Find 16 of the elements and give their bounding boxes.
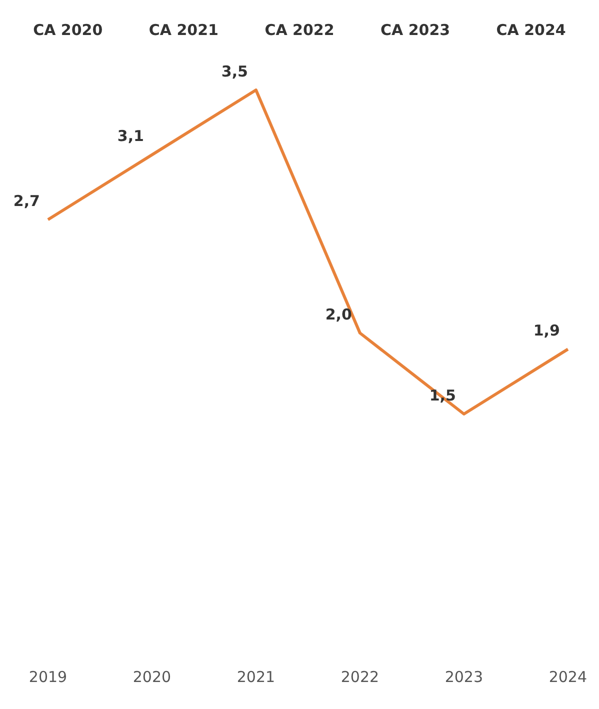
x-tick-label: 2024 — [548, 668, 588, 686]
text: CA 2020 — [33, 21, 103, 39]
x-tick-label: 2020 — [132, 668, 172, 686]
data-label: 3,5 — [221, 62, 248, 80]
x-tick-label: 2021 — [236, 668, 276, 686]
x-tick-label: 2023 — [444, 668, 484, 686]
text: CA 2022 — [264, 21, 334, 39]
data-label: 2,7 — [13, 192, 40, 210]
x-tick-label: 2022 — [340, 668, 380, 686]
text: CA 2021 — [148, 21, 218, 39]
data-label: 1,9 — [533, 322, 560, 340]
data-label: 3,1 — [117, 127, 144, 146]
text: CA 2023 — [380, 21, 450, 39]
data-label: 2,0 — [325, 305, 352, 324]
text: CA 2024 — [496, 21, 566, 39]
x-tick-label: 2019 — [28, 668, 68, 686]
